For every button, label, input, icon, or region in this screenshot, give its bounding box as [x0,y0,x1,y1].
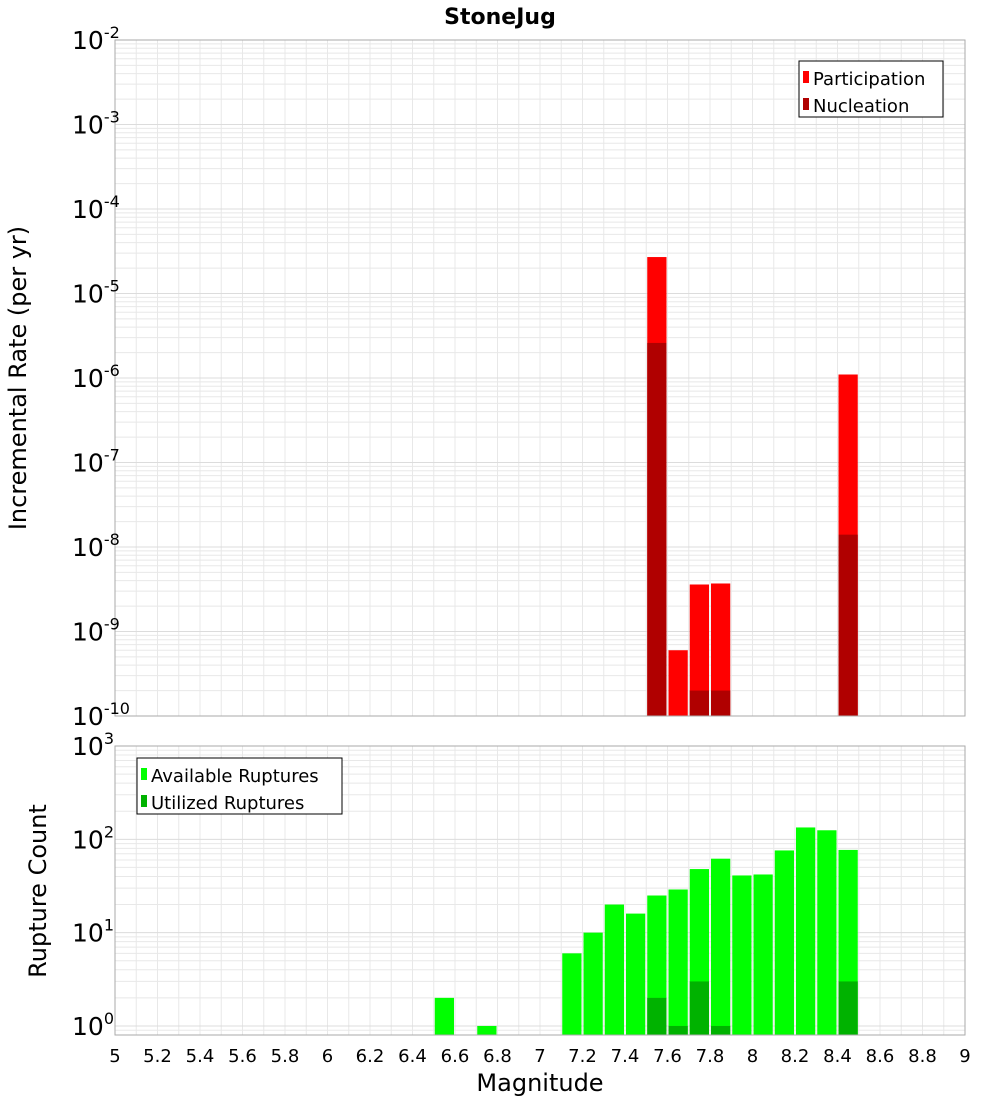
count-y-axis-label: Rupture Count [24,804,52,978]
available-ruptures-bar [817,830,837,1035]
utilized-ruptures-bar [711,1025,731,1035]
available-ruptures-bar [711,858,731,1035]
y-tick-label: 10-10 [72,699,130,731]
participation-bar [668,650,688,716]
nucleation-bar [711,690,731,716]
legend-swatch [803,71,809,83]
x-tick-label: 5.2 [143,1046,172,1067]
x-axis-ticks: 5 5.2 5.4 5.6 5.8 6 6.2 6.4 6.6 6.8 7 7.2 7.4 7.6 7.8 8… [109,1046,970,1067]
available-ruptures-bar [434,997,454,1035]
x-tick-label: 8.6 [866,1046,895,1067]
count-panel: 100 101 102 103 Available Ruptures Utilized R… [72,729,966,1041]
x-tick-label: 8 [747,1046,758,1067]
available-ruptures-bar [796,827,816,1035]
rate-panel: 10-10 10-9 10-8 10-7 10-6 10-5 10-4 10-3 10-2 Par… [72,23,966,731]
x-tick-label: 8.2 [781,1046,810,1067]
legend-label: Available Ruptures [151,766,319,787]
legend-swatch [803,98,809,110]
x-tick-label: 9 [959,1046,970,1067]
y-tick-label: 10-5 [72,277,120,309]
chart-title: StoneJug [444,5,556,30]
y-tick-label: 10-2 [72,23,120,55]
y-tick-label: 100 [72,1009,114,1041]
legend-label: Nucleation [813,96,909,117]
y-tick-label: 101 [72,916,114,948]
legend: Available Ruptures Utilized Ruptures [136,757,343,815]
y-tick-label: 10-3 [72,108,120,140]
x-tick-label: 6.4 [398,1046,427,1067]
plot-frame [114,39,966,717]
y-tick-label: 103 [72,729,114,761]
legend-box [136,757,343,815]
y-tick-label: 10-6 [72,361,120,393]
legend-swatch [141,795,147,807]
plot-frame [114,745,966,1036]
available-ruptures-bar [626,913,646,1035]
utilized-ruptures-bar [689,981,709,1035]
y-tick-label: 10-7 [72,446,120,478]
x-axis-label: Magnitude [476,1069,603,1097]
x-tick-label: 8.8 [908,1046,937,1067]
x-tick-label: 6.8 [483,1046,512,1067]
x-tick-label: 7.2 [568,1046,597,1067]
x-tick-label: 7.8 [696,1046,725,1067]
x-tick-label: 5.6 [228,1046,257,1067]
y-tick-label: 10-8 [72,530,120,562]
x-tick-label: 7 [534,1046,545,1067]
y-tick-label: 102 [72,822,114,854]
available-ruptures-bar [774,850,794,1035]
available-ruptures-bar [732,875,752,1035]
x-tick-label: 6.6 [441,1046,470,1067]
x-tick-label: 7.6 [653,1046,682,1067]
x-tick-label: 5.8 [271,1046,300,1067]
nucleation-bar [689,690,709,716]
x-tick-label: 6 [322,1046,333,1067]
x-tick-label: 5 [109,1046,120,1067]
participation-bar [711,583,731,716]
available-ruptures-bar [477,1025,497,1035]
x-tick-label: 7.4 [611,1046,640,1067]
utilized-ruptures-bar [668,1025,688,1035]
legend-box [798,60,944,118]
legend-label: Participation [813,69,925,90]
available-ruptures-bar [562,953,582,1035]
y-tick-label: 10-9 [72,615,120,647]
x-tick-label: 8.4 [823,1046,852,1067]
rate-y-axis-label: Incremental Rate (per yr) [4,226,32,530]
y-tick-label: 10-4 [72,192,120,224]
legend-swatch [141,768,147,780]
legend-label: Utilized Ruptures [151,793,304,814]
available-ruptures-bar [583,932,603,1035]
participation-bar [689,584,709,716]
nucleation-bar [838,534,858,716]
x-tick-label: 6.2 [356,1046,385,1067]
available-ruptures-bar [668,889,688,1035]
available-ruptures-bar [604,904,624,1035]
legend: Participation Nucleation [798,60,944,118]
nucleation-bar [647,342,667,716]
utilized-ruptures-bar [647,997,667,1035]
x-tick-label: 5.4 [186,1046,215,1067]
utilized-ruptures-bar [838,981,858,1035]
available-ruptures-bar [753,874,773,1035]
